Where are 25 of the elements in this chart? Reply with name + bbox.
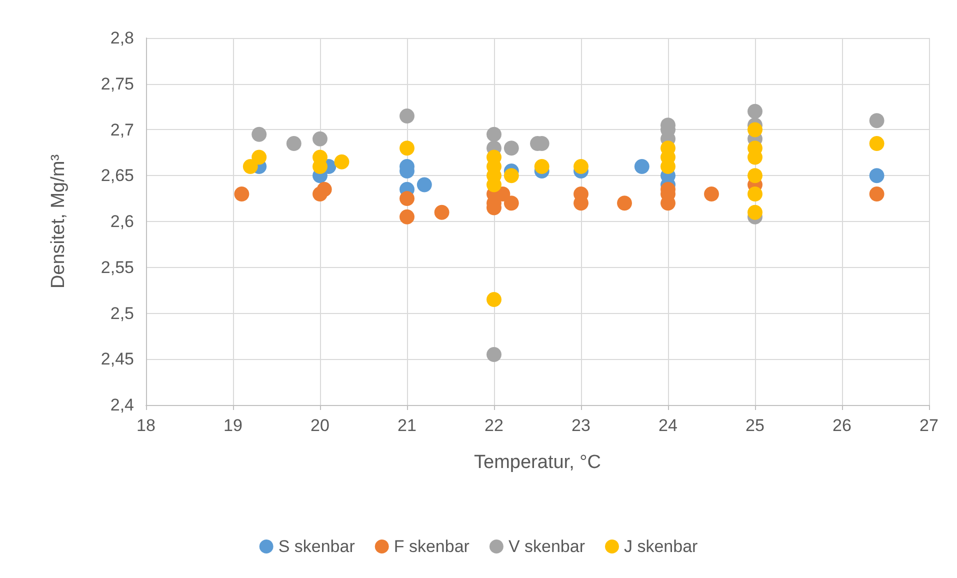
- x-tick-label: 18: [136, 416, 156, 435]
- y-tick-label: 2,75: [100, 74, 134, 94]
- legend-label: V skenbar: [508, 537, 586, 556]
- x-tick-label: 22: [484, 416, 504, 435]
- y-tick-label: 2,45: [100, 350, 134, 369]
- y-axis-title: Densitet, Mg/m³: [48, 154, 69, 289]
- x-tick-label: 20: [310, 416, 330, 435]
- y-tick-label: 2,55: [100, 258, 134, 277]
- x-tick-label: 25: [746, 416, 764, 435]
- x-tick-label: 24: [658, 416, 678, 435]
- y-tick-label: 2,4: [110, 396, 134, 414]
- y-tick-label: 2,5: [110, 304, 134, 323]
- x-tick-label: 26: [832, 416, 852, 435]
- y-tick-label: 2,7: [110, 120, 134, 140]
- y-tick-label: 2,6: [110, 212, 134, 231]
- x-tick-label: 27: [920, 416, 938, 435]
- legend-label: J skenbar: [624, 537, 698, 556]
- legend-label: S skenbar: [278, 537, 356, 556]
- y-tick-label: 2,8: [110, 28, 134, 48]
- x-tick-label: 21: [398, 416, 416, 435]
- y-tick-label: 2,65: [100, 166, 134, 186]
- x-tick-label: 23: [572, 416, 590, 435]
- legend-label: F skenbar: [394, 537, 470, 556]
- x-axis-title: Temperatur, °C: [474, 452, 601, 473]
- x-tick-label: 19: [224, 416, 242, 435]
